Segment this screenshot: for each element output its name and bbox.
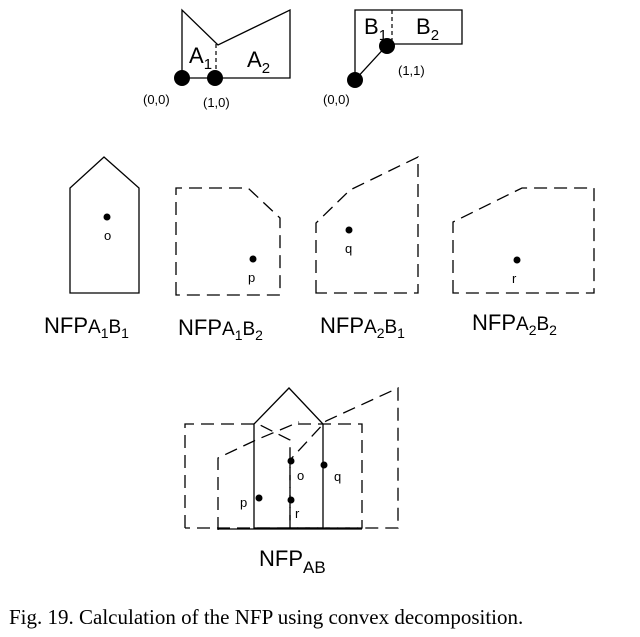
nfp-a2b1-point-dot [345, 226, 353, 234]
shape-b-ref-coord: (0,0) [323, 92, 350, 107]
nfp-a2b1: q NFPA2B1 [315, 155, 419, 341]
shape-b-split-dot [379, 38, 395, 54]
nfp-a1b2-point-dot [249, 255, 257, 263]
nfp-a2b2-point-dot [513, 256, 521, 264]
nfp-ab-point-q-dot [320, 461, 328, 469]
nfp-a2b2-outline [452, 187, 595, 294]
nfp-ab-point-r-label: r [295, 506, 300, 521]
shape-a-ref-coord: (0,0) [143, 92, 170, 107]
shape-a-ref-dot [174, 70, 190, 86]
shape-b-part1-label: B1 [364, 14, 387, 44]
nfp-ab-a1b2-right [185, 423, 363, 529]
nfp-ab-combined: o q p r NFPAB [184, 386, 399, 577]
nfp-ab-label: NFPAB [259, 546, 326, 577]
nfp-ab-point-p-dot [255, 494, 263, 502]
nfp-ab-a1b2-left [184, 423, 291, 528]
figure-caption: Fig. 19. Calculation of the NFP using co… [9, 605, 523, 629]
nfp-a2b2: r NFPA2B2 [452, 187, 595, 338]
shape-b-ref-dot [347, 72, 363, 88]
nfp-a2b2-label: NFPA2B2 [472, 310, 557, 338]
nfp-ab-point-o-label: o [297, 468, 304, 483]
shape-a-split-dot [207, 70, 223, 86]
nfp-ab-point-q-label: q [334, 469, 341, 484]
nfp-a1b2-point-label: p [248, 270, 255, 285]
nfp-a1b1-outline [69, 156, 140, 294]
nfp-ab-point-o-dot [287, 457, 295, 465]
shape-b-part2-label: B2 [416, 14, 439, 44]
shape-a-part1-label: A1 [189, 43, 212, 73]
nfp-a2b1-outline [315, 155, 419, 294]
nfp-ab-point-p-label: p [240, 495, 247, 510]
shape-a-outline [181, 8, 291, 79]
shape-b: B1 B2 (0,0) (1,1) [323, 9, 463, 107]
nfp-a1b1: o NFPA1B1 [44, 156, 140, 341]
nfp-a1b1-point-dot [103, 213, 111, 221]
nfp-ab-point-r-dot [287, 496, 295, 504]
nfp-a2b2-point-label: r [512, 271, 517, 286]
nfp-a2b1-label: NFPA2B1 [320, 313, 405, 341]
shape-a-part2-label: A2 [247, 47, 270, 77]
shape-a: A1 A2 (0,0) (1,0) [143, 8, 291, 110]
shape-a-split-coord: (1,0) [203, 95, 230, 110]
nfp-a2b1-point-label: q [345, 241, 352, 256]
nfp-ab-a2b1 [289, 386, 399, 529]
nfp-a1b1-point-label: o [104, 228, 111, 243]
nfp-a1b1-label: NFPA1B1 [44, 313, 129, 341]
shape-b-split-coord: (1,1) [398, 63, 425, 78]
nfp-a1b2: p NFPA1B2 [175, 187, 281, 343]
nfp-ab-a1b1-outline [253, 387, 324, 529]
nfp-a1b2-outline [175, 187, 281, 296]
nfp-a1b2-label: NFPA1B2 [178, 315, 263, 343]
